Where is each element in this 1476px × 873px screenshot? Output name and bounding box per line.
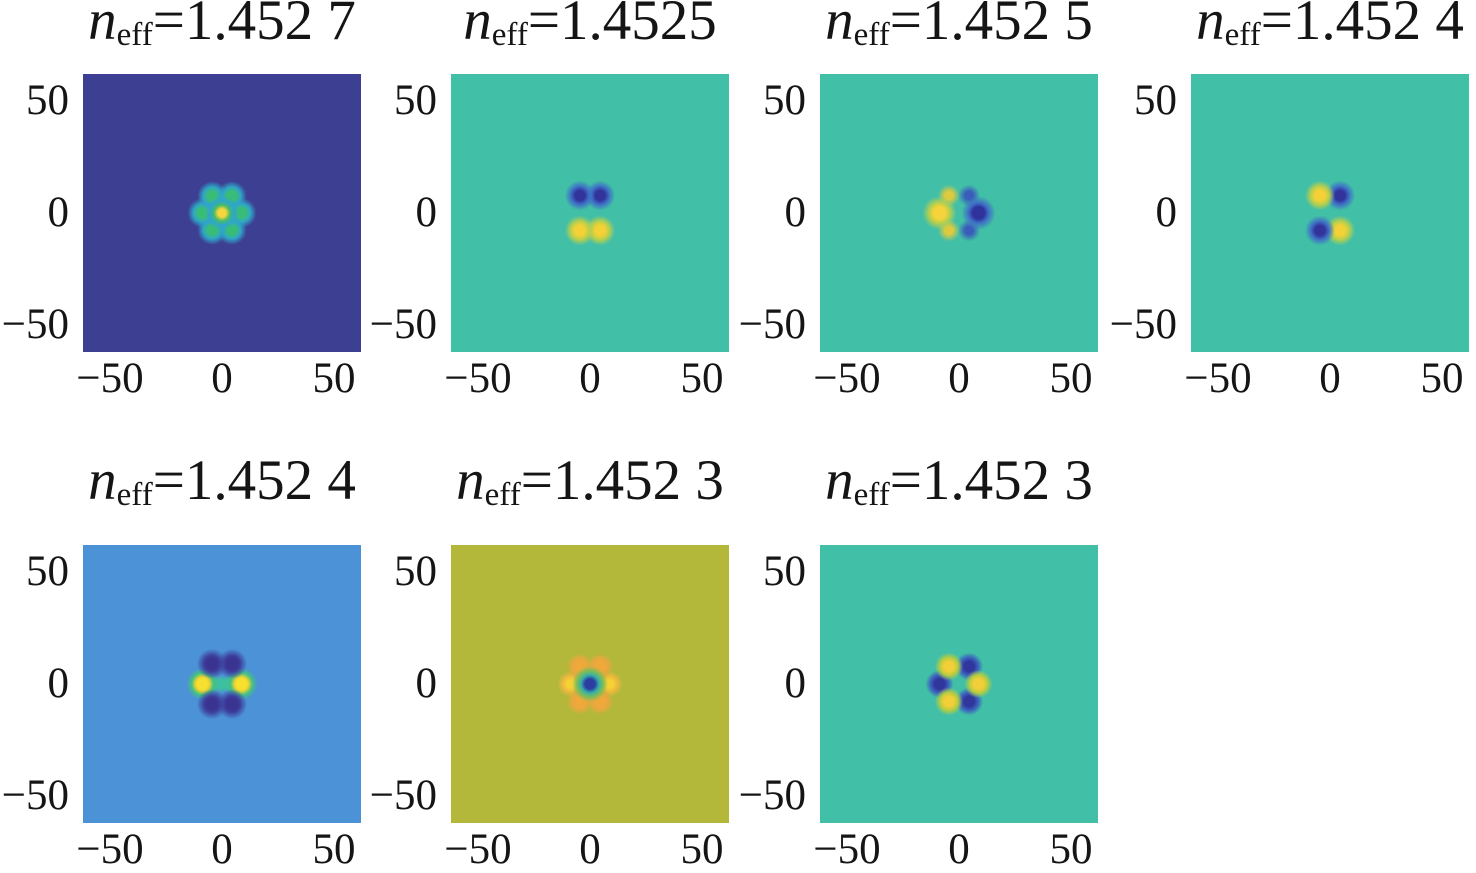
x-tick-label: 50 (1049, 355, 1093, 402)
y-tick-label: 0 (1155, 189, 1178, 236)
x-tick-label: 0 (579, 355, 601, 402)
neff-value: =1.452 4 (152, 449, 356, 512)
y-tick-label: 0 (47, 189, 70, 236)
x-tick-label: 0 (1319, 355, 1341, 402)
x-tick-label: 50 (680, 355, 724, 402)
panel-title: neff=1.452 4 (12, 451, 432, 513)
x-tick-label: 0 (211, 355, 233, 402)
y-tick-label: −50 (1, 772, 69, 819)
x-tick-label: −50 (444, 355, 512, 402)
mode-field-heatmap (820, 545, 1098, 823)
x-tick-label: 0 (211, 826, 233, 873)
y-tick-label: 50 (763, 548, 806, 595)
y-tick-label: −50 (369, 772, 437, 819)
neff-value: =1.452 5 (889, 0, 1093, 52)
y-tick-label: 50 (763, 77, 806, 124)
x-tick-label: 0 (579, 826, 601, 873)
panel-title: neff=1.4525 (380, 0, 800, 53)
panel-title: neff=1.452 4 (1120, 0, 1476, 53)
x-tick-label: 50 (312, 355, 356, 402)
mode-field-heatmap (83, 74, 361, 352)
neff-subscript: eff (484, 476, 521, 513)
x-tick-label: −50 (813, 826, 881, 873)
neff-subscript: eff (116, 16, 153, 53)
y-tick-label: 50 (26, 77, 69, 124)
x-tick-label: 50 (312, 826, 356, 873)
y-tick-label: −50 (738, 301, 806, 348)
neff-symbol: n (1196, 0, 1225, 52)
neff-subscript: eff (853, 476, 890, 513)
y-tick-label: −50 (1109, 301, 1177, 348)
mode-field-heatmap (451, 74, 729, 352)
panel-title: neff=1.452 7 (12, 0, 432, 53)
mode-field-heatmap (451, 545, 729, 823)
mode-field-heatmap (83, 545, 361, 823)
mode-field-heatmap (1191, 74, 1469, 352)
neff-symbol: n (88, 449, 117, 512)
panel-title: neff=1.452 3 (380, 451, 800, 513)
neff-subscript: eff (116, 476, 153, 513)
neff-symbol: n (825, 0, 854, 52)
neff-symbol: n (456, 449, 485, 512)
y-tick-label: 0 (415, 189, 438, 236)
x-tick-label: 0 (948, 826, 970, 873)
neff-subscript: eff (1224, 16, 1261, 53)
y-tick-label: 0 (784, 660, 807, 707)
neff-symbol: n (88, 0, 117, 52)
x-tick-label: −50 (76, 826, 144, 873)
x-tick-label: −50 (1184, 355, 1252, 402)
x-tick-label: 50 (1420, 355, 1464, 402)
panel-title: neff=1.452 3 (749, 451, 1169, 513)
neff-value: =1.452 7 (152, 0, 356, 52)
panel-title: neff=1.452 5 (749, 0, 1169, 53)
y-tick-label: 50 (394, 77, 437, 124)
y-tick-label: −50 (738, 772, 806, 819)
x-tick-label: −50 (76, 355, 144, 402)
x-tick-label: 0 (948, 355, 970, 402)
y-tick-label: 0 (415, 660, 438, 707)
neff-subscript: eff (853, 16, 890, 53)
neff-value: =1.4525 (527, 0, 717, 52)
x-tick-label: 50 (1049, 826, 1093, 873)
y-tick-label: 50 (1134, 77, 1177, 124)
y-tick-label: −50 (369, 301, 437, 348)
neff-subscript: eff (491, 16, 528, 53)
y-tick-label: 50 (26, 548, 69, 595)
mode-field-heatmap (820, 74, 1098, 352)
y-tick-label: 0 (47, 660, 70, 707)
y-tick-label: 0 (784, 189, 807, 236)
x-tick-label: −50 (444, 826, 512, 873)
neff-value: =1.452 3 (520, 449, 724, 512)
y-tick-label: 50 (394, 548, 437, 595)
neff-symbol: n (463, 0, 492, 52)
y-tick-label: −50 (1, 301, 69, 348)
x-tick-label: 50 (680, 826, 724, 873)
neff-value: =1.452 3 (889, 449, 1093, 512)
neff-value: =1.452 4 (1260, 0, 1464, 52)
x-tick-label: −50 (813, 355, 881, 402)
neff-symbol: n (825, 449, 854, 512)
